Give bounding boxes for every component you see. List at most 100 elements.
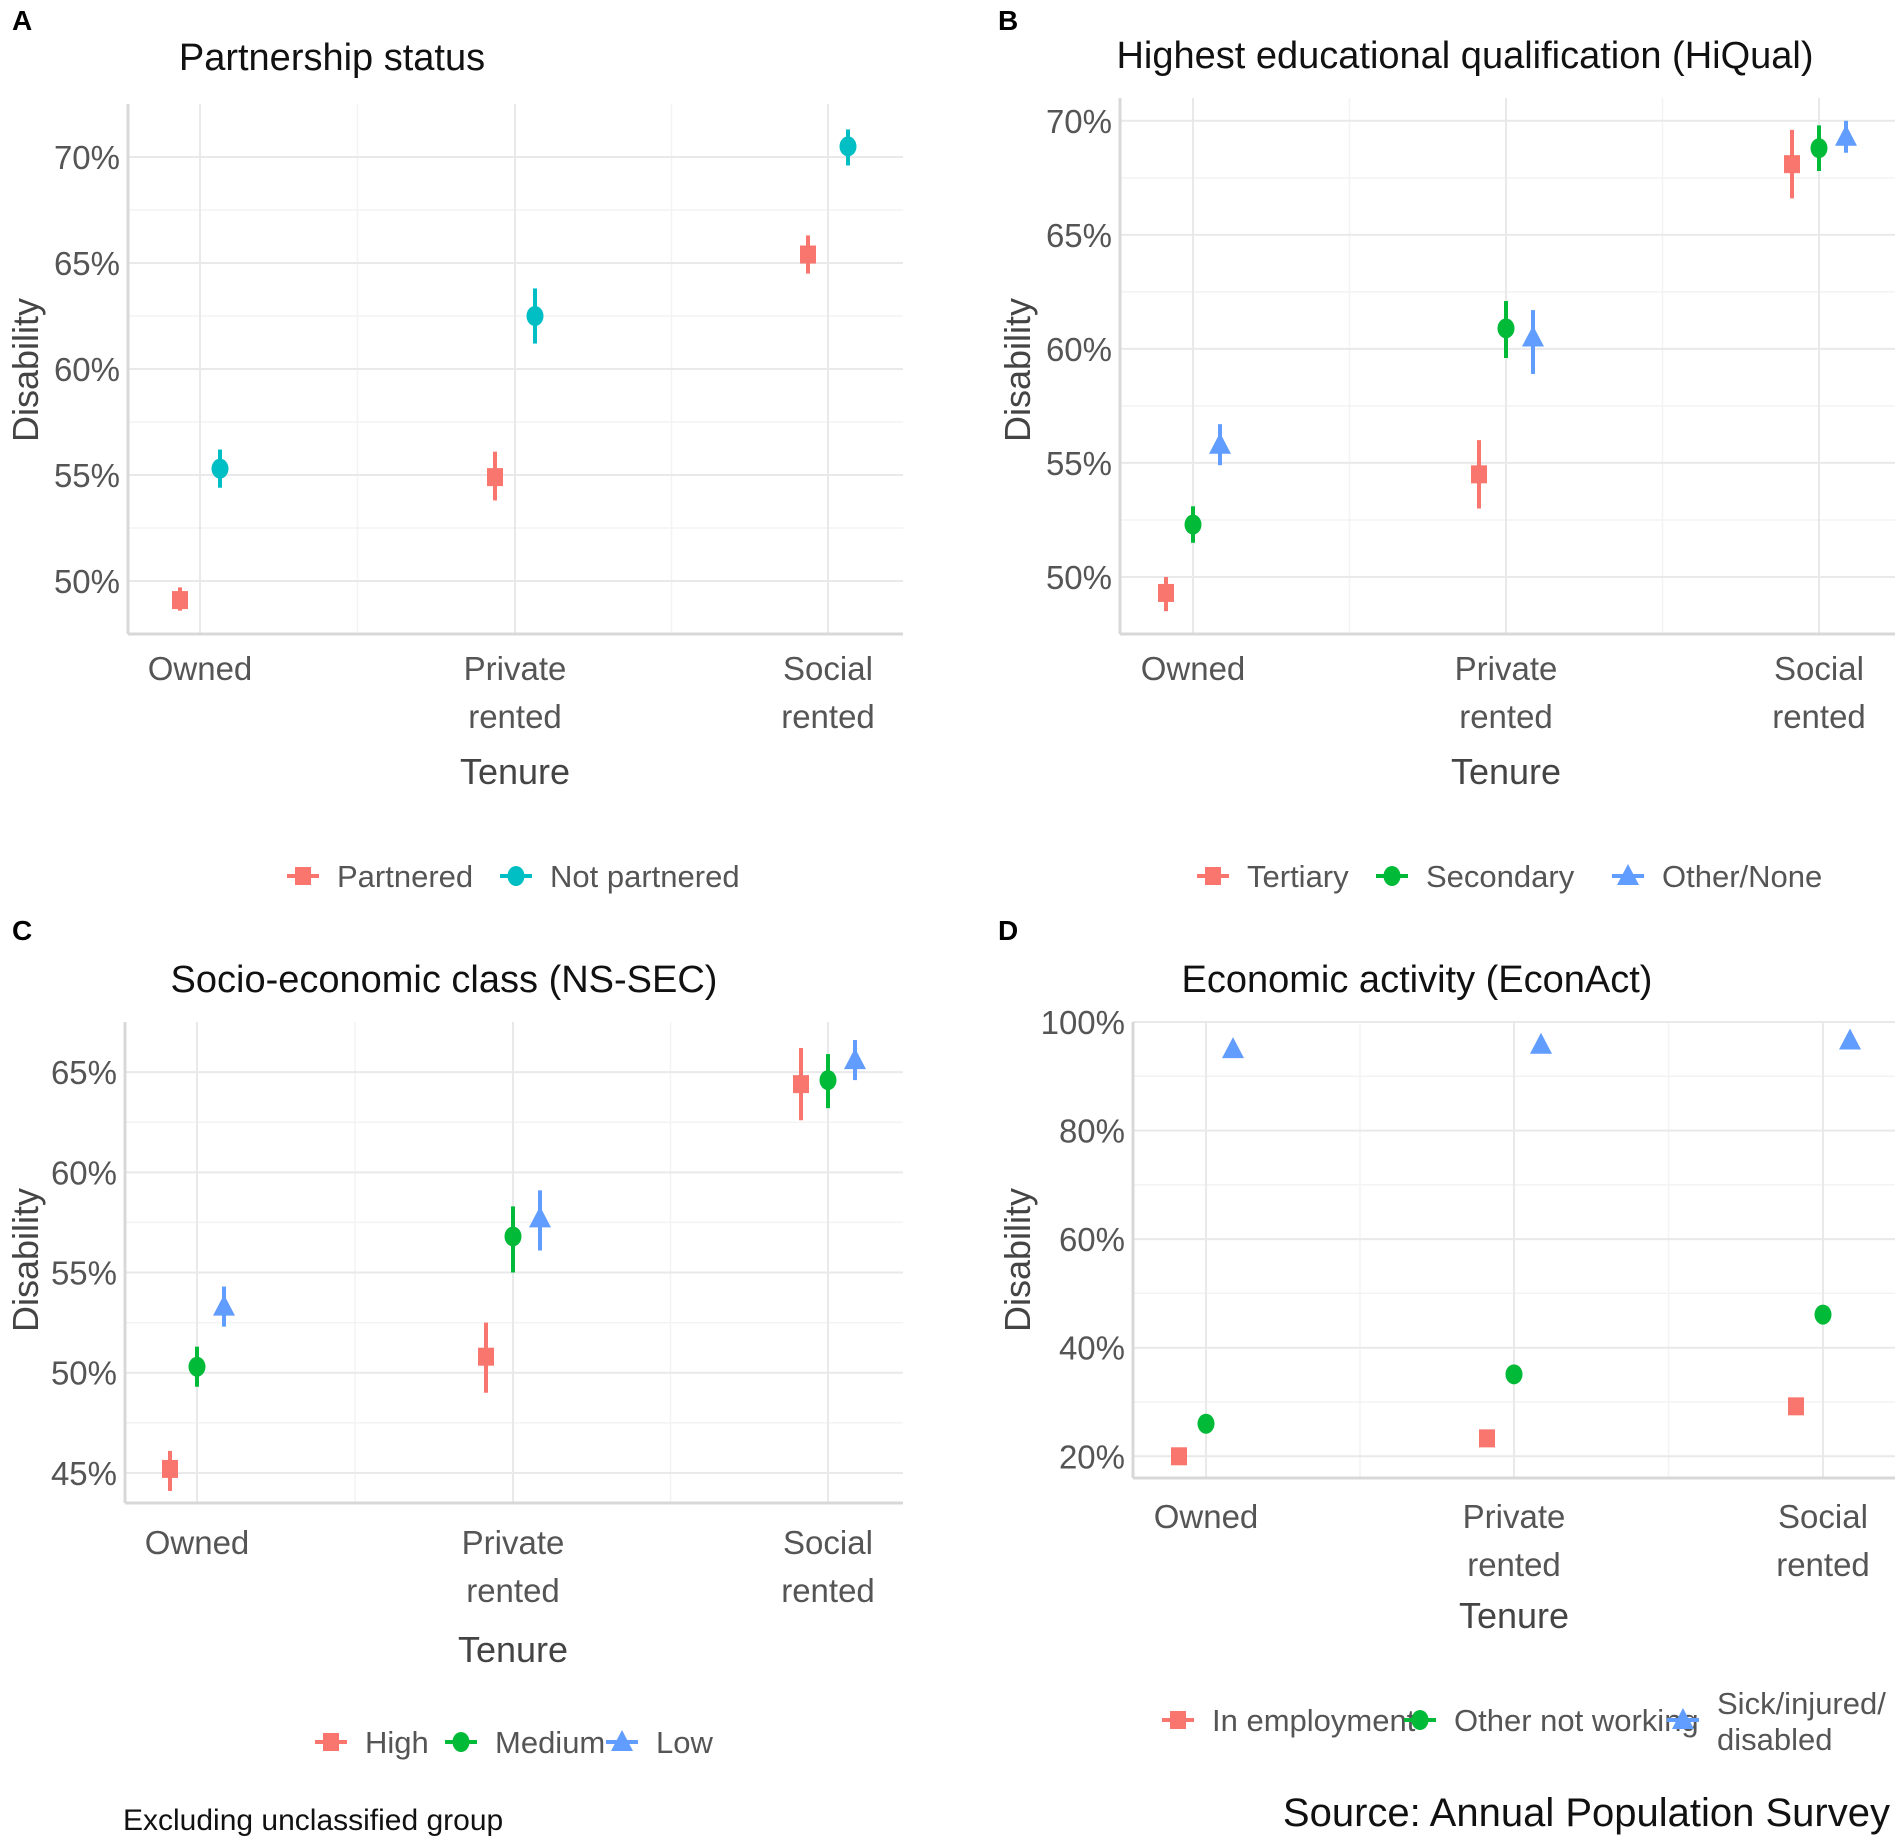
y-tick-label: 40% (1059, 1330, 1125, 1367)
y-tick-label: 45% (51, 1455, 117, 1492)
panel-title: Economic activity (EconAct) (1182, 959, 1653, 1001)
legend-key-marker (507, 866, 525, 886)
x-tick-label: Private (464, 650, 567, 687)
x-tick-label: rented (1776, 1546, 1870, 1583)
x-tick-label: rented (1459, 698, 1553, 735)
x-tick-label: Private (1463, 1498, 1566, 1535)
legend-label: Low (656, 1725, 713, 1760)
data-point (1784, 155, 1800, 174)
legend-label: Tertiary (1247, 859, 1349, 894)
y-tick-label: 65% (51, 1054, 117, 1091)
data-point (526, 306, 544, 326)
legend-label: Sick/injured/ (1717, 1686, 1886, 1721)
legend-label: disabled (1717, 1722, 1832, 1757)
panels-layer: A Partnership status 50% 55% 60% 65% 70% Owned P… (5, 5, 1895, 1760)
y-tick-label: 80% (1059, 1113, 1125, 1150)
y-axis-title: Disability (997, 1188, 1038, 1332)
data-point (529, 1206, 551, 1228)
y-tick-label: 70% (1046, 103, 1112, 140)
data-point (1171, 1447, 1187, 1466)
x-tick-label: Social (1774, 650, 1864, 687)
legend-key-marker (295, 867, 311, 885)
data-point (1530, 1032, 1552, 1054)
data-point (1209, 432, 1231, 454)
legend-label: Secondary (1426, 859, 1575, 894)
data-point (162, 1459, 178, 1478)
legend-label: Partnered (337, 859, 473, 894)
x-tick-label: Social (783, 1524, 873, 1561)
y-tick-label: 60% (54, 351, 120, 388)
source-caption: Source: Annual Population Survey (1283, 1791, 1890, 1835)
data-point (1839, 1028, 1861, 1050)
legend-label: In employment (1212, 1703, 1416, 1738)
data-point (1814, 1304, 1832, 1325)
legend-label: High (365, 1725, 429, 1760)
legend-label: Other not working (1454, 1703, 1699, 1738)
data-point (1222, 1037, 1244, 1059)
y-tick-label: 55% (1046, 445, 1112, 482)
data-point (211, 458, 229, 479)
data-point (1158, 583, 1174, 602)
data-point (844, 1048, 866, 1070)
y-tick-label: 50% (54, 563, 120, 600)
data-point (213, 1294, 235, 1316)
y-tick-label: 55% (54, 457, 120, 494)
x-tick-label: Private (1455, 650, 1558, 687)
data-point (1505, 1364, 1523, 1385)
data-point (487, 468, 503, 487)
data-point (819, 1070, 837, 1091)
y-axis-title: Disability (5, 1188, 46, 1332)
legend-key-marker (1617, 864, 1639, 885)
panel-letter: C (12, 915, 32, 946)
panel-letter: B (998, 5, 1018, 36)
data-point (172, 591, 188, 610)
y-tick-label: 60% (51, 1154, 117, 1191)
y-tick-label: 50% (51, 1355, 117, 1392)
y-tick-label: 100% (1041, 1004, 1125, 1041)
data-point (1197, 1413, 1215, 1434)
legend-key-marker (1170, 1711, 1186, 1729)
data-point (793, 1075, 809, 1094)
data-point (1471, 465, 1487, 484)
legend-key-marker (1205, 867, 1221, 885)
y-tick-label: 60% (1046, 331, 1112, 368)
legend-key-marker (323, 1733, 339, 1751)
x-tick-label: rented (1772, 698, 1866, 735)
y-tick-label: 55% (51, 1255, 117, 1292)
x-tick-label: rented (781, 698, 875, 735)
panel-title: Partnership status (179, 37, 485, 79)
x-axis-title: Tenure (460, 751, 570, 792)
x-tick-label: Private (462, 1524, 565, 1561)
y-tick-label: 50% (1046, 559, 1112, 596)
data-point (1522, 325, 1544, 347)
legend-key-marker (611, 1730, 633, 1751)
legend-key-marker (452, 1732, 470, 1752)
x-tick-label: Social (783, 650, 873, 687)
y-axis-title: Disability (5, 298, 46, 442)
y-tick-label: 60% (1059, 1221, 1125, 1258)
x-tick-label: rented (781, 1572, 875, 1609)
x-tick-label: Owned (145, 1524, 250, 1561)
legend-label: Medium (495, 1725, 605, 1760)
x-tick-label: rented (468, 698, 562, 735)
data-point (1184, 514, 1202, 535)
legend-label: Other/None (1662, 859, 1822, 894)
legend-label: Not partnered (550, 859, 740, 894)
data-point (188, 1356, 206, 1377)
panel-title: Highest educational qualification (HiQua… (1116, 35, 1813, 77)
x-axis-title: Tenure (1451, 751, 1561, 792)
legend-key-marker (1383, 866, 1401, 886)
x-tick-label: rented (1467, 1546, 1561, 1583)
x-axis-title: Tenure (458, 1629, 568, 1670)
data-point (839, 136, 857, 157)
y-tick-label: 20% (1059, 1438, 1125, 1475)
y-tick-label: 65% (1046, 217, 1112, 254)
legend-key-marker (1411, 1710, 1429, 1730)
x-tick-label: rented (466, 1572, 560, 1609)
x-tick-label: Social (1778, 1498, 1868, 1535)
x-tick-label: Owned (148, 650, 253, 687)
y-tick-label: 70% (54, 139, 120, 176)
panel-letter: A (12, 5, 32, 36)
data-point (1810, 138, 1828, 159)
